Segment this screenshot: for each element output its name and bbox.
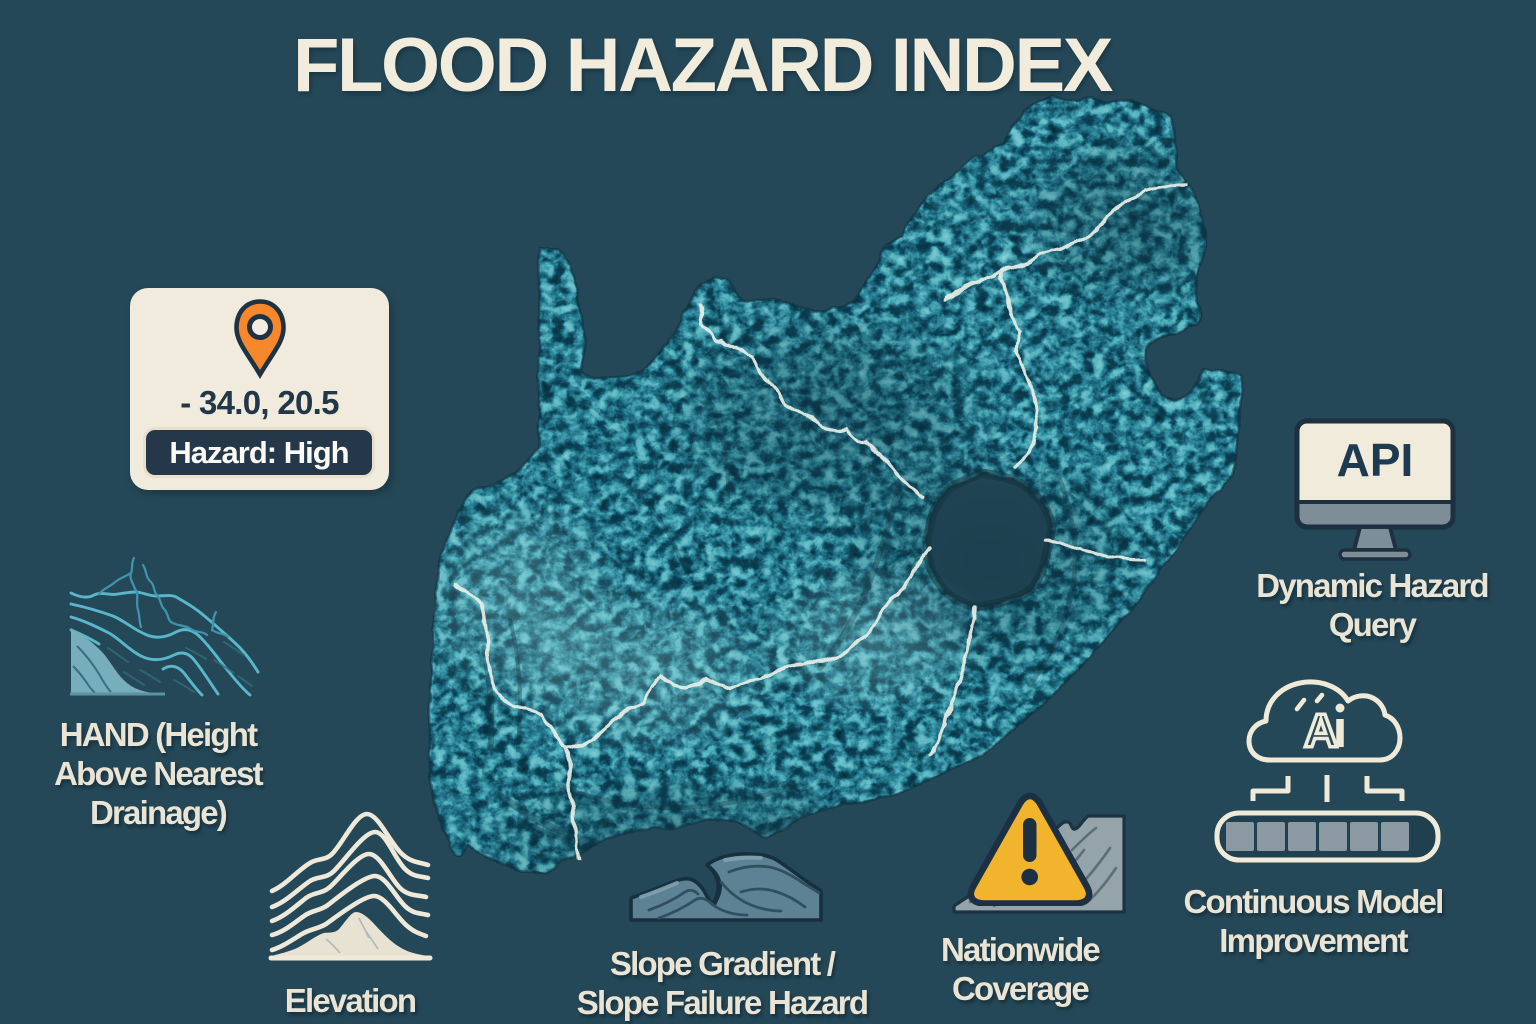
svg-text:A: A xyxy=(1304,704,1338,757)
svg-text:API: API xyxy=(1337,434,1414,486)
